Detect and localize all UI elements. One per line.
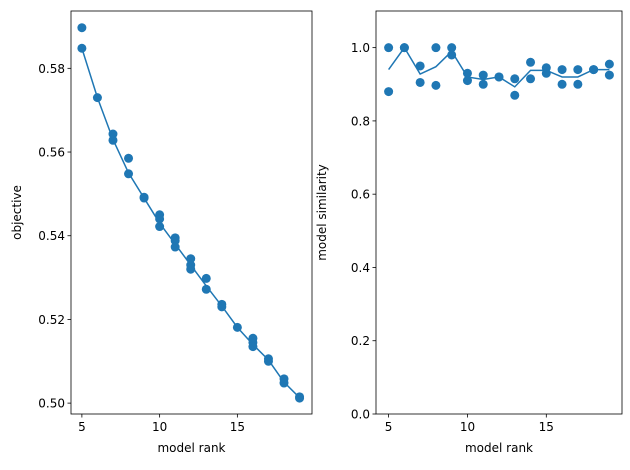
point bbox=[170, 236, 180, 246]
x-axis-label: model rank bbox=[465, 441, 533, 455]
y-axis-label: model similarity bbox=[315, 164, 329, 261]
point bbox=[462, 76, 472, 86]
point bbox=[526, 57, 536, 67]
point bbox=[124, 153, 134, 163]
point bbox=[415, 61, 425, 71]
point bbox=[201, 284, 211, 294]
x-tick-label: 10 bbox=[460, 420, 475, 434]
point bbox=[155, 222, 165, 232]
x-tick-label: 15 bbox=[230, 420, 245, 434]
point bbox=[248, 342, 258, 352]
y-tick-label: 0.56 bbox=[38, 146, 65, 160]
y-tick-label: 0.6 bbox=[351, 188, 370, 202]
point bbox=[431, 43, 441, 53]
point bbox=[447, 43, 457, 53]
y-tick-label: 0.0 bbox=[351, 408, 370, 422]
point bbox=[604, 70, 614, 80]
y-axis-label: objective bbox=[10, 185, 24, 240]
y-tick-label: 0.54 bbox=[38, 229, 65, 243]
point bbox=[557, 79, 567, 89]
y-tick-label: 0.58 bbox=[38, 62, 65, 76]
y-tick-label: 0.50 bbox=[38, 397, 65, 411]
y-tick-label: 0.2 bbox=[351, 334, 370, 348]
point bbox=[478, 70, 488, 80]
y-tick-label: 0.52 bbox=[38, 313, 65, 327]
point bbox=[510, 74, 520, 84]
point bbox=[155, 214, 165, 224]
x-axis-label: model rank bbox=[157, 441, 225, 455]
y-tick-label: 0.4 bbox=[351, 261, 370, 275]
point bbox=[201, 273, 211, 283]
axes-frame bbox=[70, 10, 313, 415]
x-tick-label: 10 bbox=[152, 420, 167, 434]
point bbox=[384, 43, 394, 53]
point bbox=[431, 80, 441, 90]
point bbox=[384, 87, 394, 97]
point bbox=[170, 242, 180, 252]
point bbox=[478, 79, 488, 89]
point bbox=[573, 65, 583, 75]
point bbox=[462, 68, 472, 78]
y-tick-label: 0.8 bbox=[351, 114, 370, 128]
point bbox=[415, 77, 425, 87]
point bbox=[510, 90, 520, 100]
point bbox=[77, 23, 87, 33]
y-tick-label: 1.0 bbox=[351, 41, 370, 55]
axes-frame bbox=[375, 10, 623, 415]
point bbox=[526, 74, 536, 84]
x-tick-label: 5 bbox=[78, 420, 86, 434]
x-tick-label: 15 bbox=[539, 420, 554, 434]
line bbox=[81, 48, 301, 399]
point bbox=[604, 59, 614, 69]
line bbox=[388, 46, 610, 88]
point bbox=[557, 65, 567, 75]
point bbox=[573, 79, 583, 89]
x-tick-label: 5 bbox=[385, 420, 393, 434]
